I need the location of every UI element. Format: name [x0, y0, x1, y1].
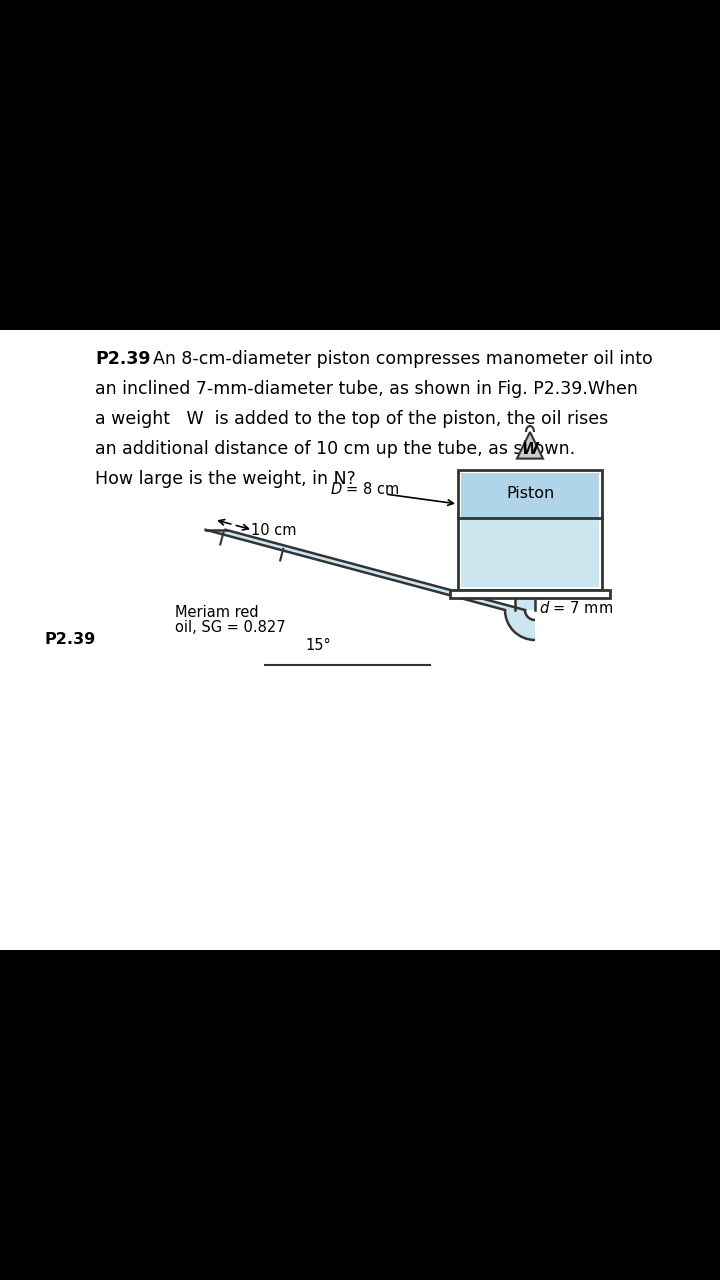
Text: Piston: Piston	[506, 486, 554, 502]
Text: a weight   W  is added to the top of the piston, the oil rises: a weight W is added to the top of the pi…	[95, 410, 608, 428]
Text: oil, SG = 0.827: oil, SG = 0.827	[175, 620, 286, 635]
Text: $D$ = 8 cm: $D$ = 8 cm	[330, 481, 400, 497]
Polygon shape	[505, 611, 535, 640]
FancyBboxPatch shape	[461, 474, 599, 518]
Text: An 8-cm-diameter piston compresses manometer oil into: An 8-cm-diameter piston compresses manom…	[153, 349, 653, 369]
Text: P2.39: P2.39	[45, 632, 96, 648]
FancyBboxPatch shape	[450, 590, 610, 598]
Text: an additional distance of 10 cm up the tube, as shown.: an additional distance of 10 cm up the t…	[95, 440, 575, 458]
Text: P2.39: P2.39	[95, 349, 150, 369]
Text: Meriam red: Meriam red	[175, 605, 258, 620]
Text: $d$ = 7 mm: $d$ = 7 mm	[539, 600, 613, 616]
Text: How large is the weight, in N?: How large is the weight, in N?	[95, 470, 356, 488]
Text: 10 cm: 10 cm	[251, 522, 296, 538]
FancyBboxPatch shape	[0, 330, 720, 950]
FancyBboxPatch shape	[515, 590, 535, 611]
Polygon shape	[206, 530, 525, 611]
Text: an inclined 7-mm-diameter tube, as shown in Fig. P2.39.When: an inclined 7-mm-diameter tube, as shown…	[95, 380, 638, 398]
Text: W: W	[521, 442, 539, 457]
Polygon shape	[517, 431, 543, 458]
FancyBboxPatch shape	[461, 518, 599, 588]
Text: 15°: 15°	[305, 637, 330, 653]
